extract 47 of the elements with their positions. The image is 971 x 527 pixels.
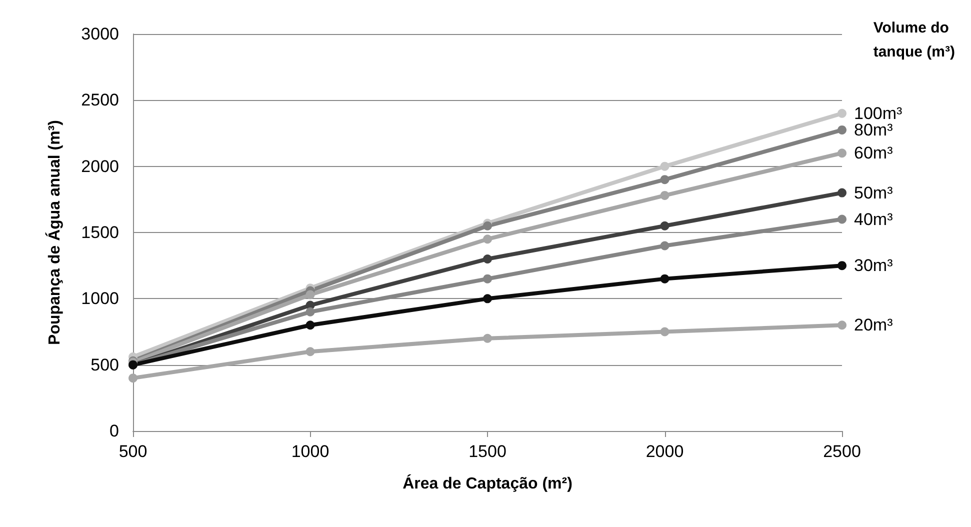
series-label: 100m³ — [854, 104, 903, 123]
y-tick-label: 3000 — [81, 24, 119, 44]
point — [306, 307, 315, 316]
legend-title: Volume do tanque (m³) — [873, 20, 956, 60]
point — [660, 327, 670, 336]
y-axis-title: Poupança de Água anual (m³) — [44, 120, 64, 345]
x-tick-label: 1500 — [468, 442, 506, 461]
point — [483, 334, 492, 343]
point — [838, 125, 846, 134]
point — [306, 320, 315, 330]
point — [483, 234, 492, 244]
point — [838, 320, 846, 330]
x-tick-label: 2500 — [823, 442, 861, 461]
x-tick-label: 2000 — [646, 442, 684, 461]
series-label: 30m³ — [854, 256, 894, 276]
y-tick-label: 500 — [90, 355, 119, 374]
point — [483, 274, 492, 284]
y-tick-label: 2000 — [81, 156, 119, 176]
point — [306, 290, 315, 300]
point — [483, 221, 492, 230]
point — [128, 374, 138, 383]
point — [660, 162, 670, 171]
y-tick-label: 1500 — [81, 223, 119, 242]
series-label: 80m³ — [854, 120, 894, 140]
y-tick-label: 0 — [110, 422, 119, 440]
point — [838, 148, 846, 158]
point — [306, 347, 315, 356]
x-axis-title: Área de Captação (m²) — [402, 474, 572, 492]
series-label: 50m³ — [854, 183, 894, 202]
x-tick-label: 1000 — [291, 442, 330, 461]
point — [838, 188, 846, 198]
point — [660, 175, 670, 184]
point — [838, 214, 846, 224]
point — [660, 241, 670, 250]
point — [483, 254, 492, 264]
point — [660, 274, 670, 284]
point — [838, 261, 846, 270]
y-tick-label: 1000 — [81, 289, 119, 308]
series-label: 60m³ — [854, 144, 894, 163]
series-label: 20m³ — [854, 316, 894, 335]
point — [660, 190, 670, 200]
x-tick-label: 500 — [118, 442, 148, 461]
point — [660, 221, 670, 230]
series-label: 40m³ — [854, 210, 894, 229]
point — [838, 108, 846, 118]
y-tick-label: 2500 — [81, 90, 119, 110]
point — [483, 294, 492, 304]
